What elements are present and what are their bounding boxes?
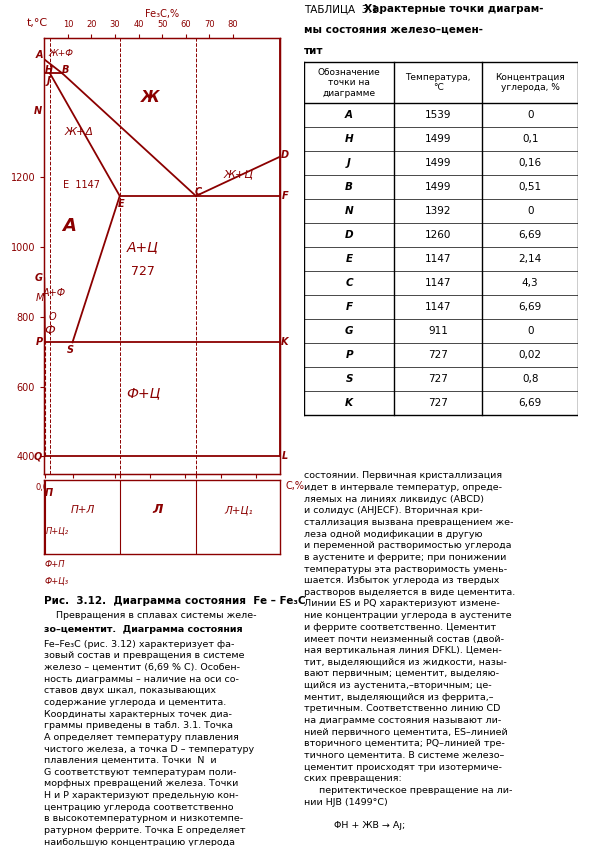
Text: C,%: C,% [286, 481, 305, 491]
Text: J: J [47, 76, 50, 86]
Text: 1539: 1539 [425, 110, 451, 120]
Text: Ж+Ц: Ж+Ц [223, 169, 253, 179]
Text: N: N [34, 106, 42, 116]
Text: 1499: 1499 [425, 135, 451, 145]
Text: C: C [195, 188, 202, 197]
Text: P: P [35, 338, 42, 348]
Text: A+Ц: A+Ц [127, 240, 159, 254]
Text: 0,8: 0,8 [522, 374, 539, 384]
Text: E: E [346, 254, 353, 264]
Text: S: S [345, 374, 353, 384]
Text: E  1147: E 1147 [63, 179, 100, 190]
Text: зо–цементит.  Диаграмма состояния: зо–цементит. Диаграмма состояния [44, 625, 243, 634]
Text: B: B [345, 182, 353, 192]
Text: Ж+Δ: Ж+Δ [65, 127, 94, 137]
Text: 727: 727 [428, 374, 448, 384]
Text: D: D [345, 230, 353, 240]
Text: Л+Ц₁: Л+Ц₁ [224, 505, 253, 515]
Text: J: J [347, 158, 351, 168]
Text: 727: 727 [131, 265, 155, 278]
Text: F: F [346, 302, 353, 312]
Text: 1260: 1260 [425, 230, 451, 240]
Text: P: P [345, 350, 353, 360]
Text: M: M [36, 293, 44, 303]
Text: 1499: 1499 [425, 158, 451, 168]
Text: 727: 727 [428, 398, 448, 408]
Text: Л: Л [153, 503, 163, 516]
Text: 911: 911 [428, 326, 448, 336]
Text: t,°C: t,°C [27, 18, 48, 28]
Text: O: O [49, 312, 57, 322]
Text: Ф: Ф [45, 324, 55, 338]
Text: 0,1: 0,1 [522, 135, 539, 145]
Text: A: A [345, 110, 353, 120]
Text: Температура,
°C: Температура, °C [405, 73, 471, 92]
Text: G: G [34, 273, 42, 283]
Text: L: L [281, 451, 288, 461]
Text: A: A [35, 50, 42, 60]
Text: Обозначение
точки на
диаграмме: Обозначение точки на диаграмме [318, 68, 381, 97]
Text: Превращения в сплавах системы желе-: Превращения в сплавах системы желе- [44, 611, 257, 620]
X-axis label: Fe₃C,%: Fe₃C,% [145, 9, 179, 19]
Text: Ф+Ц₃: Ф+Ц₃ [44, 577, 68, 586]
Text: 6,69: 6,69 [519, 398, 542, 408]
Text: D: D [281, 150, 289, 160]
Text: 1147: 1147 [425, 278, 451, 288]
Text: G: G [345, 326, 353, 336]
Text: Рис.  3.12.  Диаграмма состояния  Fe – Fe₃C: Рис. 3.12. Диаграмма состояния Fe – Fe₃C [44, 596, 306, 607]
Text: H: H [345, 135, 353, 145]
Text: 6,69: 6,69 [519, 230, 542, 240]
Text: 0,02: 0,02 [519, 350, 542, 360]
Text: 1147: 1147 [425, 254, 451, 264]
Text: N: N [345, 206, 353, 217]
Text: 4,3: 4,3 [522, 278, 539, 288]
Text: Ж: Ж [141, 90, 159, 105]
Text: П: П [44, 488, 53, 498]
Text: Ж+Ф: Ж+Ф [49, 49, 74, 58]
Text: C: C [345, 278, 353, 288]
Text: ТАБЛИЦА  3.1.: ТАБЛИЦА 3.1. [304, 4, 382, 14]
Text: A+Ф: A+Ф [42, 288, 65, 298]
Text: 0: 0 [527, 110, 533, 120]
Text: Fe–Fe₃C (рис. 3.12) характеризует фа-
зовый состав и превращения в системе
желез: Fe–Fe₃C (рис. 3.12) характеризует фа- зо… [44, 640, 254, 846]
Text: П+Ц₂: П+Ц₂ [45, 526, 69, 536]
Text: Концентрация
углерода, %: Концентрация углерода, % [496, 73, 565, 92]
Text: 1392: 1392 [425, 206, 451, 217]
Text: E: E [118, 199, 125, 209]
Text: 0: 0 [527, 206, 533, 217]
Text: 1499: 1499 [425, 182, 451, 192]
Text: 1147: 1147 [425, 302, 451, 312]
Text: K: K [345, 398, 353, 408]
Text: 0,16: 0,16 [519, 158, 542, 168]
Text: H: H [45, 65, 53, 74]
Text: 0,51: 0,51 [519, 182, 542, 192]
Text: 6,69: 6,69 [519, 302, 542, 312]
Text: тит: тит [304, 46, 323, 56]
Text: Ф+Ц: Ф+Ц [126, 387, 160, 401]
Text: 727: 727 [428, 350, 448, 360]
Text: 2,14: 2,14 [519, 254, 542, 264]
Text: Q: Q [34, 451, 42, 461]
Text: Ф+П: Ф+П [44, 560, 65, 569]
Text: 0: 0 [527, 326, 533, 336]
Text: мы состояния железо–цемен-: мы состояния железо–цемен- [304, 25, 483, 35]
Text: K: K [281, 338, 289, 348]
Text: A: A [62, 217, 76, 235]
Text: B: B [62, 65, 69, 75]
Text: Характерные точки диаграм-: Характерные точки диаграм- [358, 4, 544, 14]
Text: S: S [67, 345, 74, 355]
Text: П+Л: П+Л [71, 505, 95, 515]
Text: состоянии. Первичная кристаллизация
идет в интервале температур, опреде-
ляемых : состоянии. Первичная кристаллизация идет… [304, 471, 515, 830]
Text: F: F [281, 191, 288, 201]
